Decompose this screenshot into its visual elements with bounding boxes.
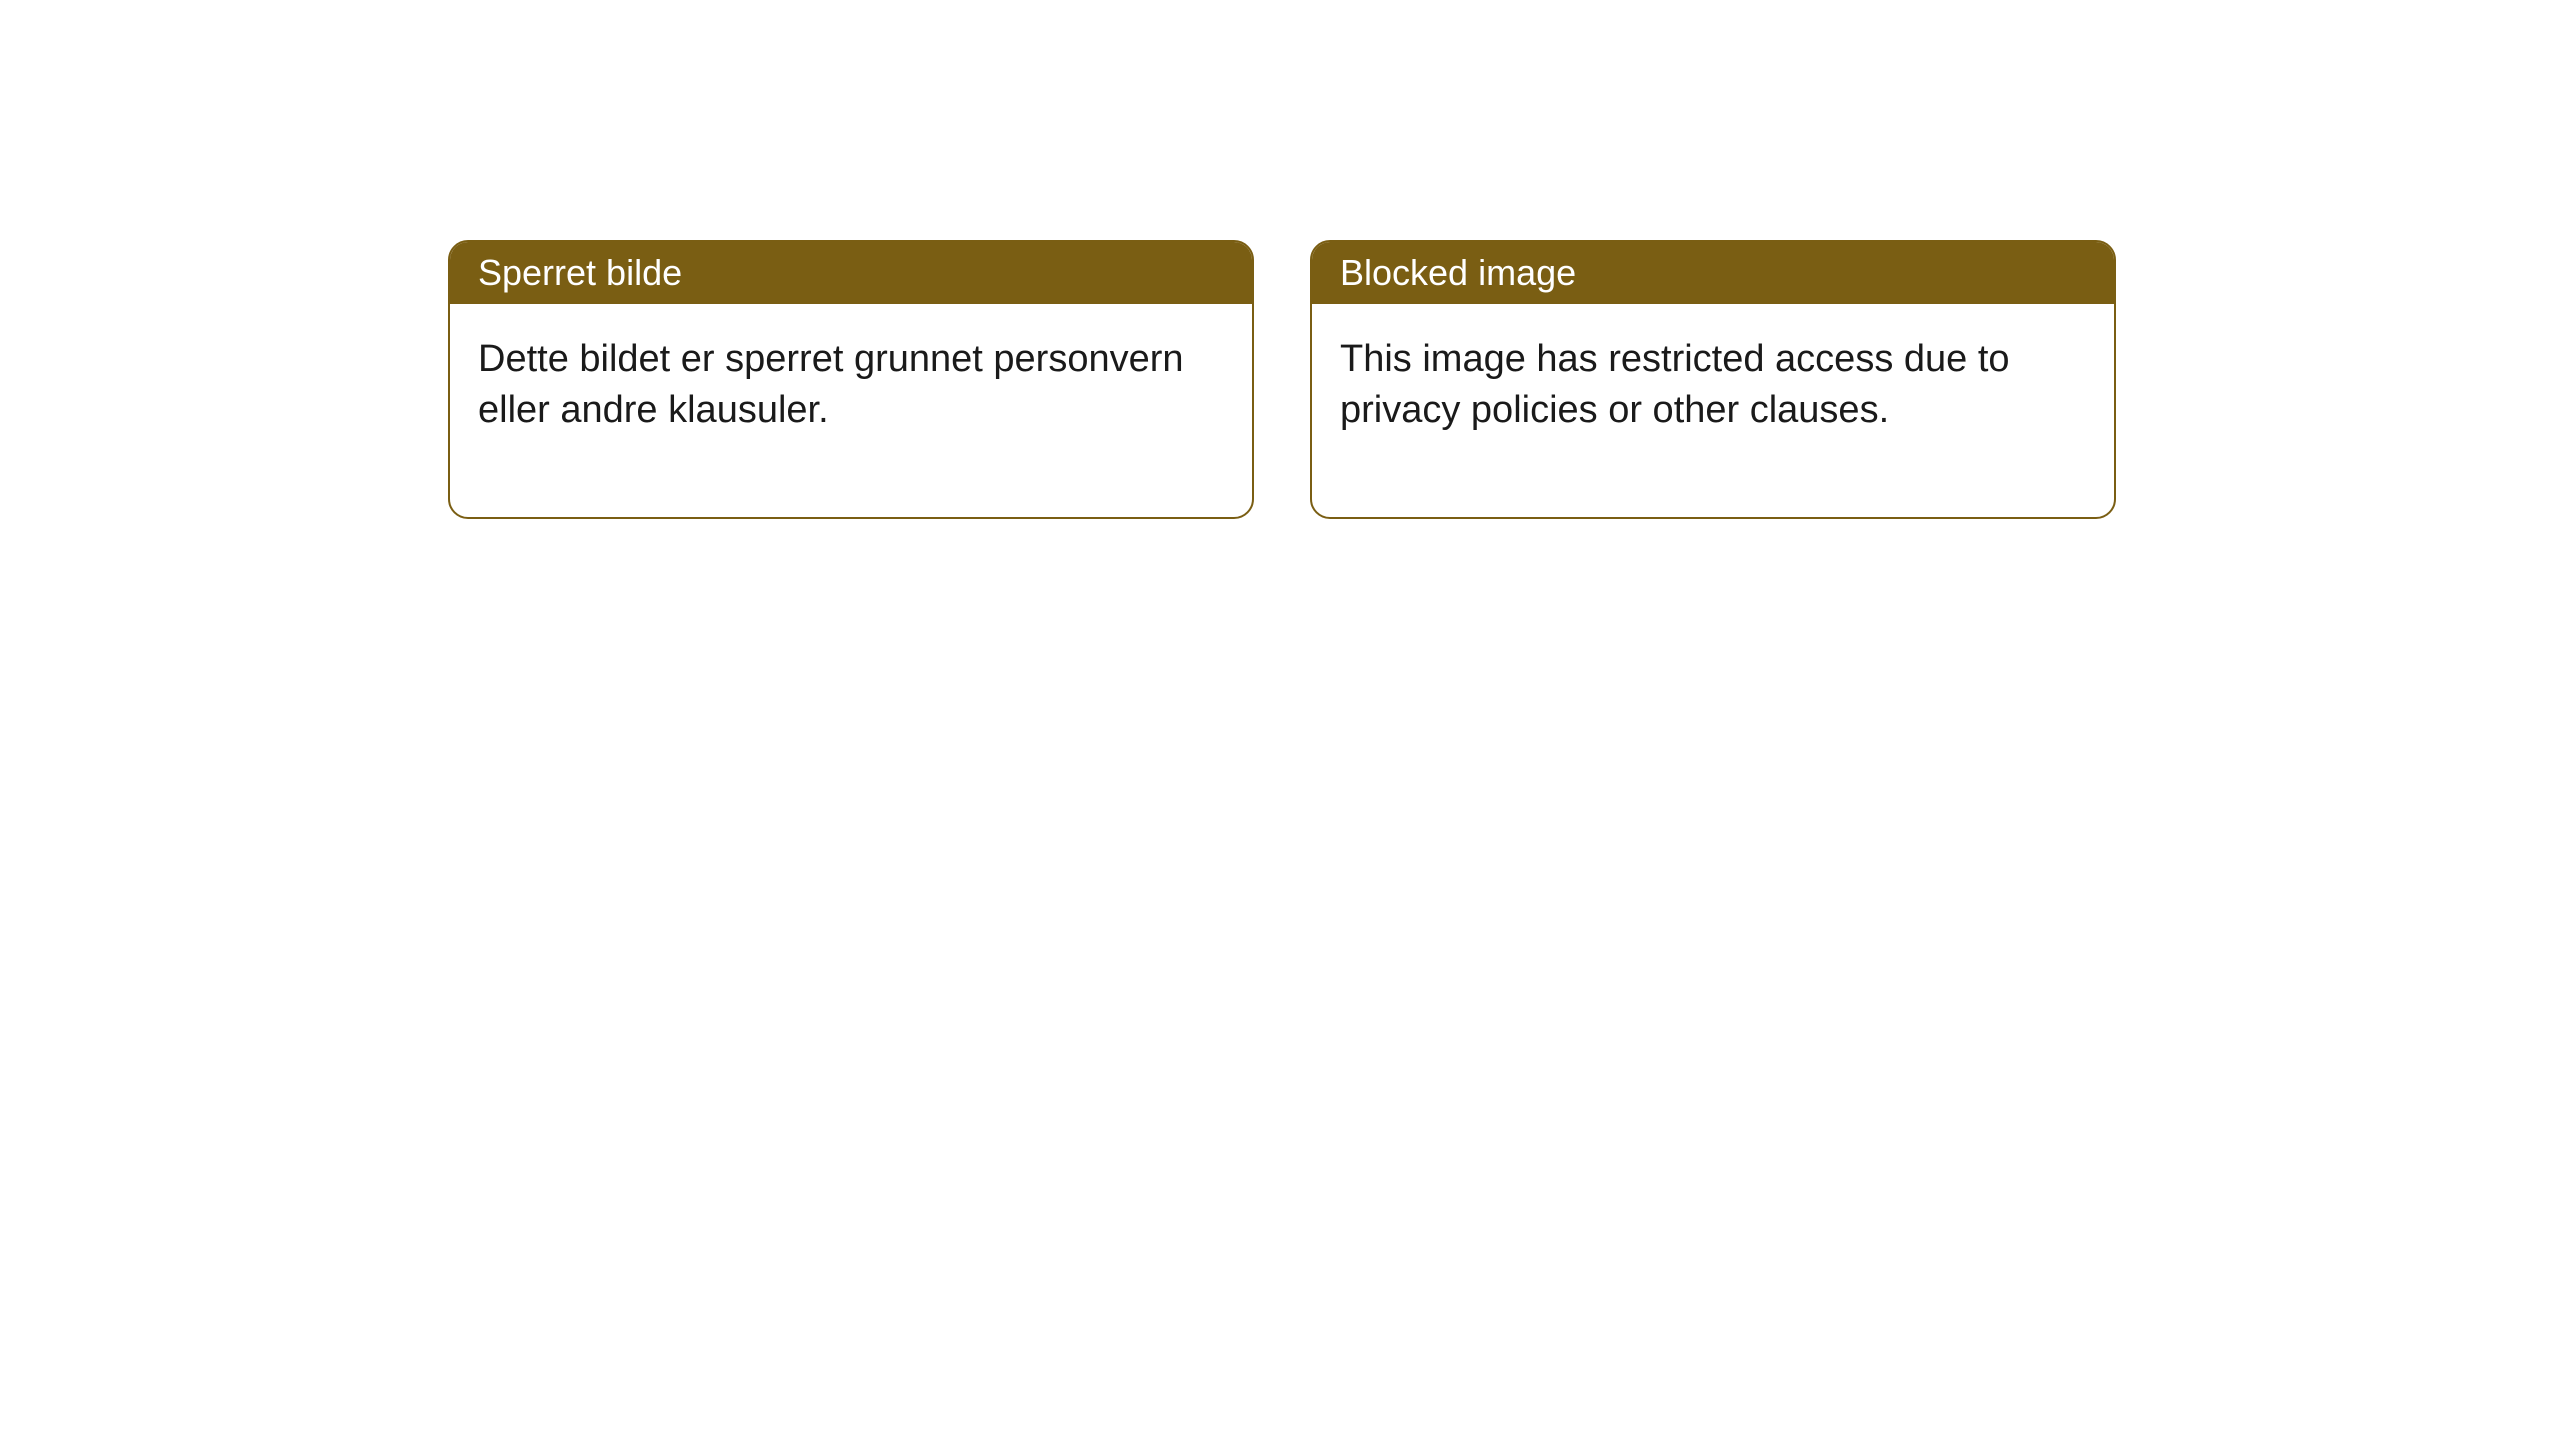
notice-panel-english: Blocked image This image has restricted … (1310, 240, 2116, 519)
panel-body: Dette bildet er sperret grunnet personve… (450, 304, 1252, 517)
panel-header: Sperret bilde (450, 242, 1252, 304)
panel-title: Blocked image (1340, 252, 1576, 293)
panel-body: This image has restricted access due to … (1312, 304, 2114, 517)
notice-panel-norwegian: Sperret bilde Dette bildet er sperret gr… (448, 240, 1254, 519)
panel-message: This image has restricted access due to … (1340, 338, 2010, 431)
panel-message: Dette bildet er sperret grunnet personve… (478, 338, 1184, 431)
panel-title: Sperret bilde (478, 252, 682, 293)
notice-panels-container: Sperret bilde Dette bildet er sperret gr… (448, 240, 2116, 519)
panel-header: Blocked image (1312, 242, 2114, 304)
